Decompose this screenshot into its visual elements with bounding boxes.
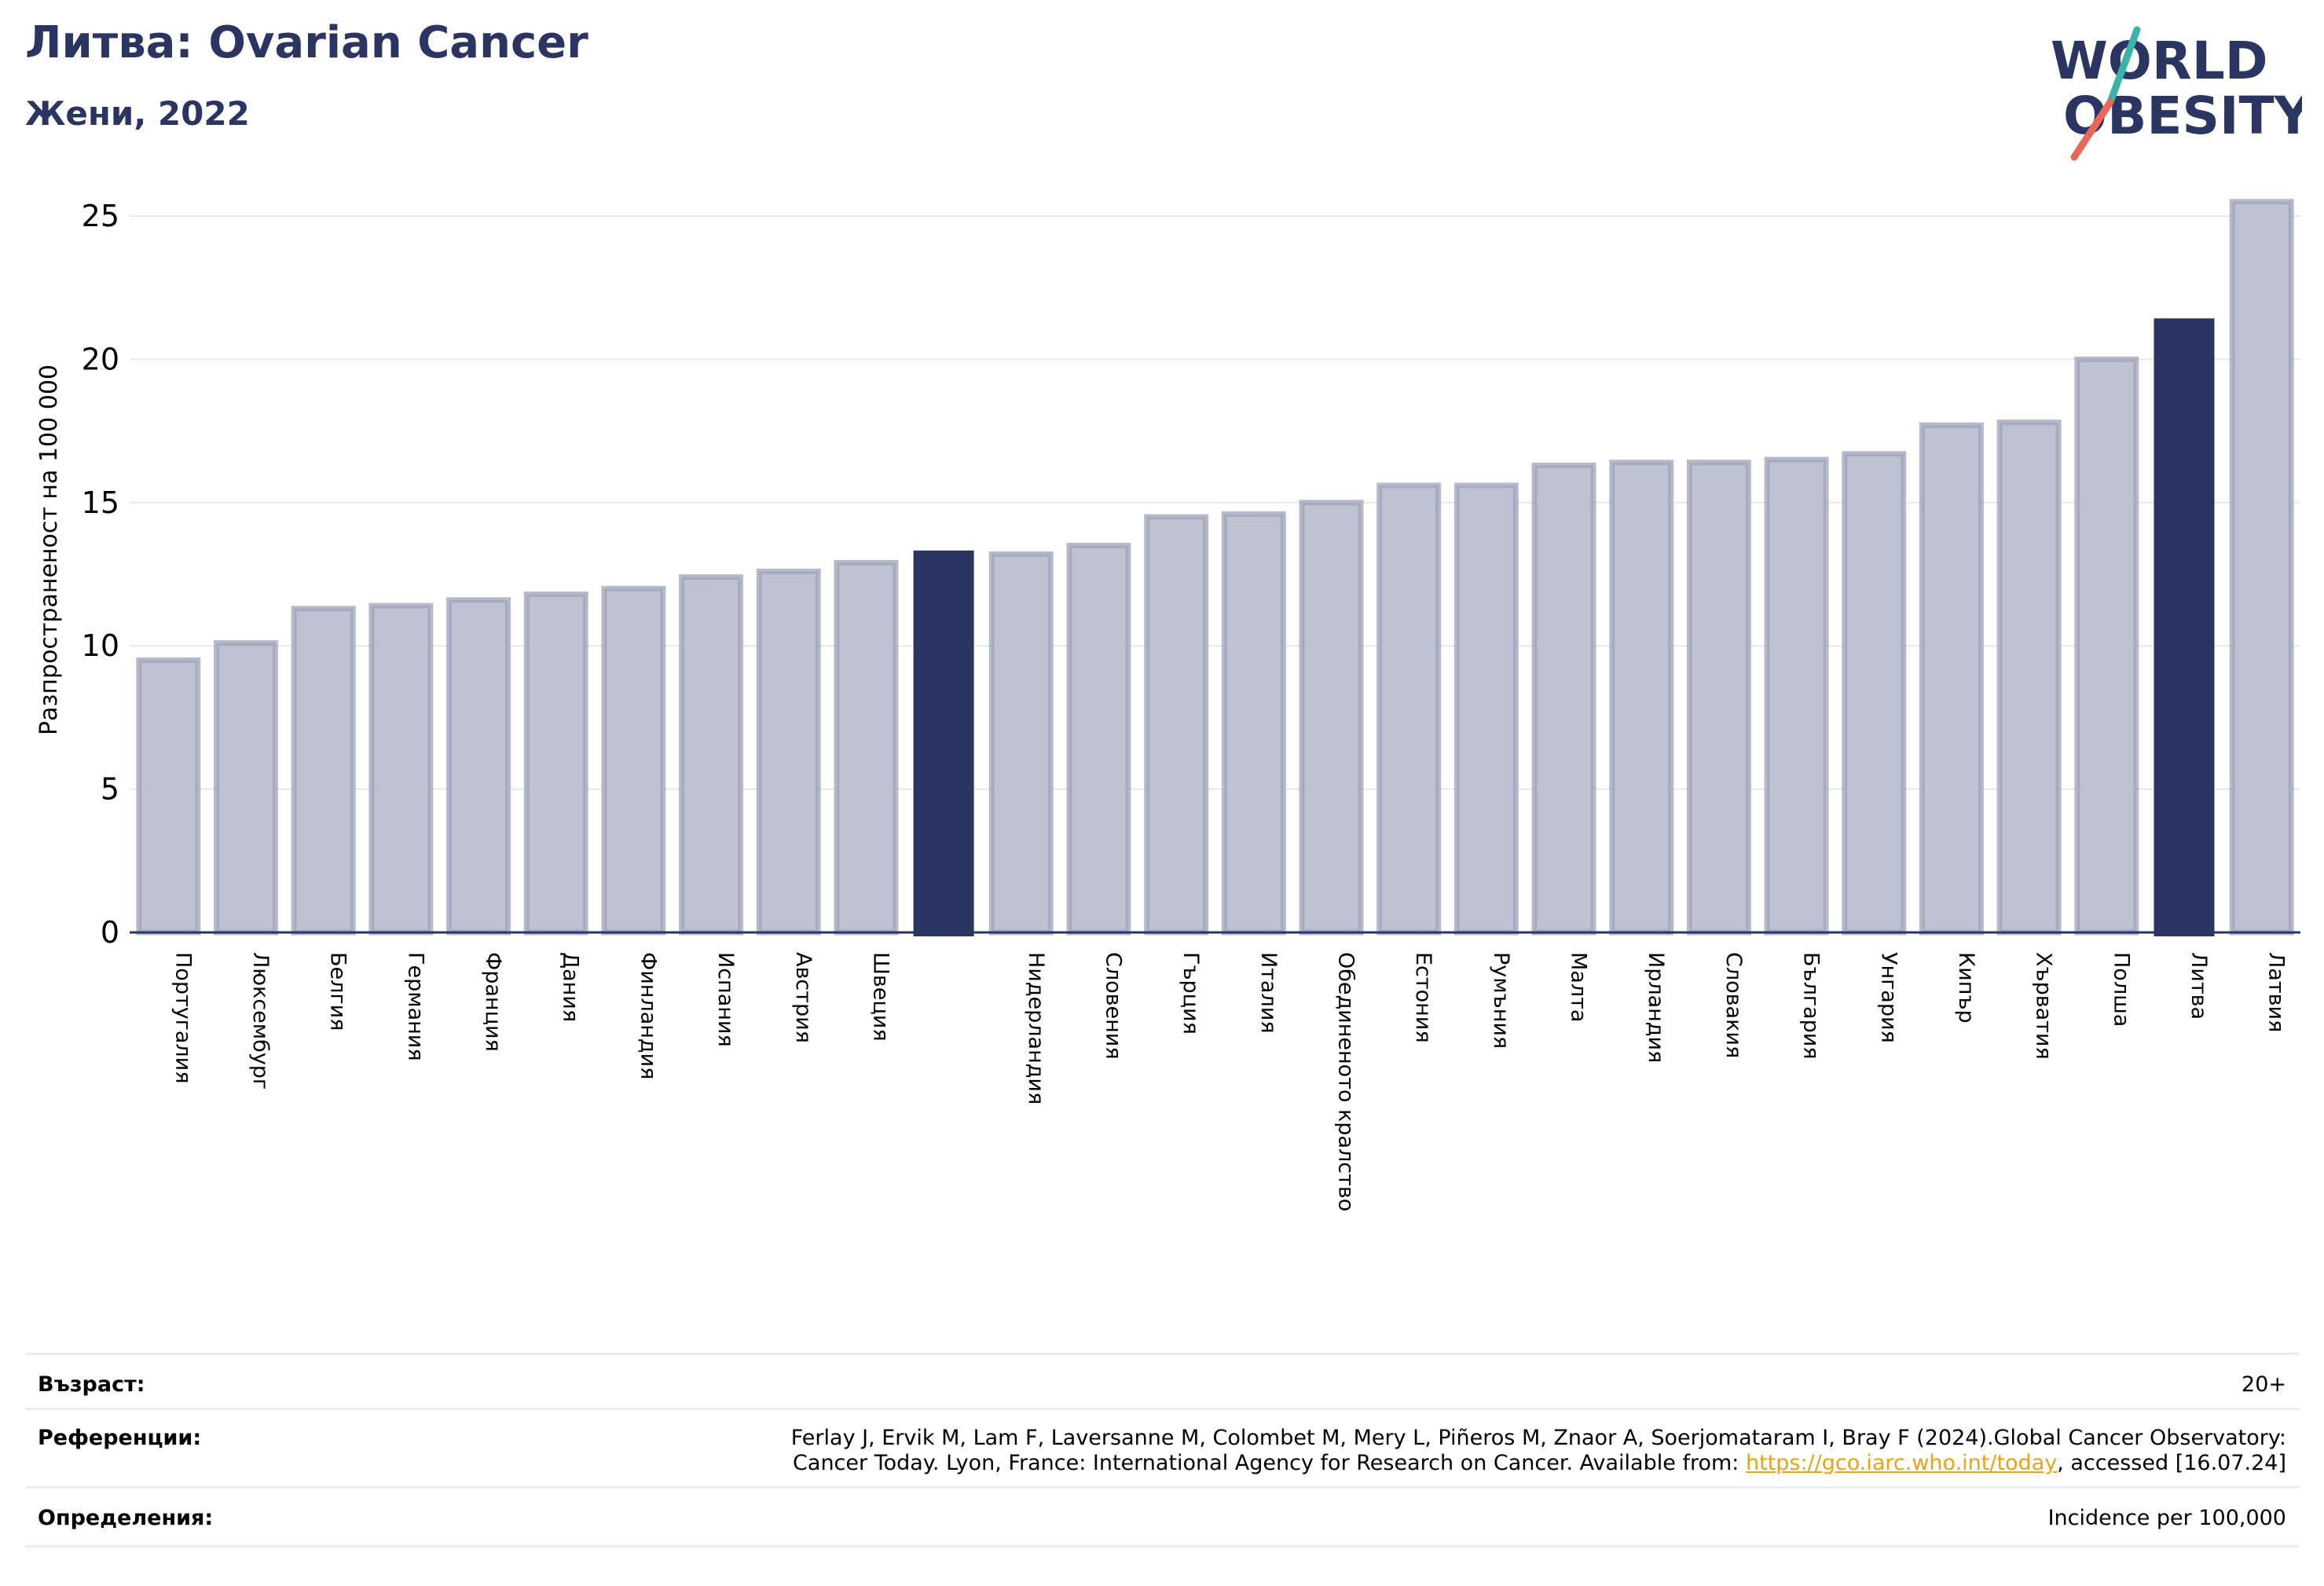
y-tick-label: 10 bbox=[82, 628, 119, 663]
bar bbox=[1996, 419, 2062, 936]
bar bbox=[913, 550, 974, 936]
y-tick-label: 25 bbox=[82, 199, 119, 233]
bar bbox=[601, 585, 666, 936]
references-link[interactable]: https://gco.iarc.who.int/today bbox=[1745, 1451, 2058, 1475]
bars bbox=[136, 199, 2294, 936]
references-row: Референции: Ferlay J, Ervik M, Lam F, La… bbox=[25, 1408, 2299, 1489]
y-tick-label: 15 bbox=[82, 485, 119, 520]
bar bbox=[1531, 462, 1596, 936]
x-tick-label: Гърция bbox=[1178, 952, 1203, 1035]
bar bbox=[1376, 482, 1442, 936]
x-tick-label: Кипър bbox=[1954, 952, 1978, 1024]
bar bbox=[368, 603, 434, 936]
logo-slash-teal-icon bbox=[2106, 26, 2141, 106]
bar bbox=[1609, 460, 1674, 936]
x-tick-label: Словакия bbox=[1721, 952, 1746, 1058]
bar bbox=[1299, 500, 1364, 936]
x-tick-label: Румъния bbox=[1489, 952, 1513, 1049]
x-tick-label: Малта bbox=[1567, 952, 1591, 1022]
x-tick-label: Швеция bbox=[868, 952, 893, 1042]
definitions-label: Определения: bbox=[38, 1506, 214, 1530]
x-tick-label: Словения bbox=[1101, 952, 1125, 1060]
x-tick-label: Италия bbox=[1256, 952, 1281, 1034]
x-tick-label: Германия bbox=[403, 952, 427, 1061]
bar bbox=[136, 657, 201, 936]
info-table: Възраст: 20+ Референции: Ferlay J, Ervik… bbox=[25, 1353, 2299, 1549]
x-tick-label: Полша bbox=[2109, 952, 2133, 1027]
bar bbox=[1221, 511, 1286, 936]
bar bbox=[679, 574, 744, 936]
age-label: Възраст: bbox=[38, 1372, 145, 1397]
x-tick-label: Латвия bbox=[2264, 952, 2289, 1032]
x-tick-label: Дания bbox=[559, 952, 583, 1022]
x-tick-label: Португалия bbox=[170, 952, 195, 1083]
bar bbox=[1144, 514, 1209, 936]
x-tick-label: Нидерландия bbox=[1024, 952, 1048, 1104]
bar bbox=[214, 640, 279, 936]
x-tick-label: Обединеното кралство bbox=[1334, 952, 1358, 1211]
definitions-value: Incidence per 100,000 bbox=[2047, 1506, 2286, 1530]
bar bbox=[834, 559, 899, 936]
page-title: Литва: Ovarian Cancer bbox=[25, 17, 588, 68]
references-label: Референции: bbox=[38, 1426, 202, 1450]
references-line1: Ferlay J, Ervik M, Lam F, Laversanne M, … bbox=[790, 1426, 2286, 1450]
bar bbox=[2229, 199, 2294, 936]
definitions-row: Определения: Incidence per 100,000 bbox=[25, 1486, 2299, 1548]
y-tick-labels: 0 5 10 15 20 25 bbox=[82, 199, 119, 950]
x-tick-label: Австрия bbox=[791, 952, 816, 1043]
bar bbox=[2074, 356, 2139, 936]
bar bbox=[756, 568, 821, 936]
x-tick-label: България bbox=[1799, 952, 1824, 1060]
references-line2-post: , accessed [16.07.24] bbox=[2057, 1451, 2286, 1475]
age-row: Възраст: 20+ bbox=[25, 1353, 2299, 1410]
bar bbox=[1686, 460, 1751, 936]
bar bbox=[523, 592, 588, 936]
logo-slash-red-icon bbox=[2070, 98, 2114, 161]
references-value: Ferlay J, Ervik M, Lam F, Laversanne M, … bbox=[791, 1426, 2286, 1476]
logo-line1: WORLD bbox=[2051, 31, 2268, 91]
references-line2: Cancer Today. Lyon, France: Internationa… bbox=[791, 1451, 2286, 1476]
page-subtitle: Жени, 2022 bbox=[25, 94, 250, 133]
world-obesity-logo: WORLD OBESITY bbox=[2051, 26, 2302, 161]
x-tick-label: Хърватия bbox=[2032, 952, 2056, 1060]
x-tick-label: Испания bbox=[713, 952, 738, 1047]
x-tick-label: Естония bbox=[1411, 952, 1435, 1043]
x-tick-label: Литва bbox=[2187, 952, 2211, 1020]
bar bbox=[446, 597, 511, 936]
x-tick-label: Унгария bbox=[1876, 952, 1901, 1043]
age-value: 20+ bbox=[2242, 1372, 2286, 1397]
bar bbox=[2154, 318, 2215, 936]
x-tick-labels: Португалия Люксембург Белгия Германия Франци… bbox=[170, 952, 2288, 1211]
y-tick-label: 5 bbox=[101, 772, 119, 807]
bar bbox=[1842, 451, 1907, 936]
bar bbox=[988, 551, 1054, 936]
references-line2-pre: Cancer Today. Lyon, France: Internationa… bbox=[793, 1451, 1746, 1475]
x-tick-label: Белгия bbox=[326, 952, 350, 1031]
y-tick-label: 20 bbox=[82, 342, 119, 376]
bar bbox=[291, 606, 356, 936]
x-tick-label: Финландия bbox=[636, 952, 660, 1079]
bar bbox=[1453, 482, 1519, 936]
bar bbox=[1764, 456, 1829, 936]
x-tick-label: Люксембург bbox=[248, 952, 273, 1090]
x-tick-label: Ирландия bbox=[1644, 952, 1668, 1063]
bar-chart: Португалия Люксембург Белгия Германия Франци… bbox=[35, 199, 2300, 1211]
x-tick-label: Франция bbox=[481, 952, 505, 1052]
y-tick-label: 0 bbox=[101, 915, 119, 950]
bar bbox=[1066, 543, 1131, 936]
y-axis-label: Разпространеност на 100 000 bbox=[35, 364, 63, 735]
bar bbox=[1919, 422, 1984, 936]
